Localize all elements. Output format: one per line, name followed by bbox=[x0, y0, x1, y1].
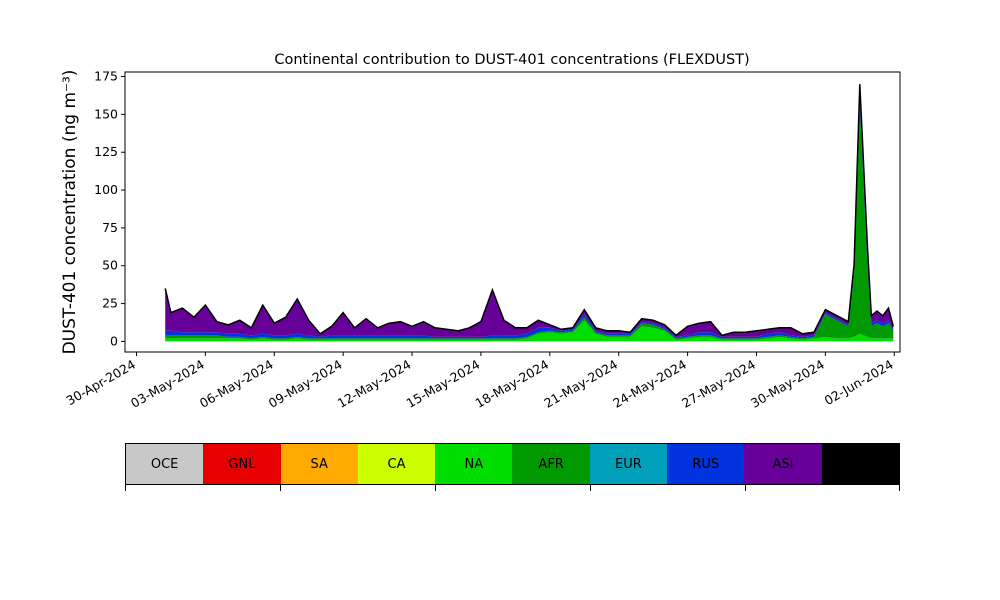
y-tick-label: 175 bbox=[94, 69, 118, 84]
legend-cell-rus: RUS bbox=[667, 444, 745, 484]
total-line bbox=[164, 84, 895, 337]
legend-cell-na: NA bbox=[435, 444, 513, 484]
y-tick-label: 125 bbox=[94, 144, 118, 159]
x-tick-label: 02-Jun-2024 bbox=[822, 357, 896, 408]
legend-cell-asi: ASI bbox=[744, 444, 822, 484]
y-tick-label: 0 bbox=[110, 333, 118, 348]
chart: Continental contribution to DUST-401 con… bbox=[60, 52, 901, 411]
colorbar-tick bbox=[590, 485, 591, 491]
legend-cell-oce: OCE bbox=[126, 444, 204, 484]
x-tick-label: 09-May-2024 bbox=[266, 357, 345, 411]
colorbar-tick bbox=[745, 485, 746, 491]
legend-cell-ca: CA bbox=[357, 444, 436, 484]
x-tick-label: 21-May-2024 bbox=[541, 357, 620, 411]
chart-title: Continental contribution to DUST-401 con… bbox=[274, 52, 749, 68]
x-tick-label: 27-May-2024 bbox=[679, 357, 758, 411]
x-tick-label: 15-May-2024 bbox=[404, 357, 483, 411]
y-tick-label: 100 bbox=[94, 182, 118, 197]
x-tick-label: 06-May-2024 bbox=[197, 357, 276, 411]
colorbar-ticks bbox=[125, 485, 900, 493]
y-tick-label: 50 bbox=[102, 258, 118, 273]
y-axis: 0 25 50 75 100 125 150 175 bbox=[94, 69, 125, 348]
colorbar-tick bbox=[280, 485, 281, 491]
colorbar-tick bbox=[899, 485, 900, 491]
legend-cell-eur: EUR bbox=[589, 444, 668, 484]
x-tick-label: 03-May-2024 bbox=[128, 357, 207, 411]
x-tick-label: 12-May-2024 bbox=[335, 357, 414, 411]
area-series-na bbox=[165, 320, 894, 342]
y-tick-label: 75 bbox=[102, 220, 118, 235]
plot-frame bbox=[124, 71, 901, 353]
area-series-asi bbox=[165, 84, 894, 337]
y-tick-label: 25 bbox=[102, 296, 118, 311]
colorbar-tick bbox=[125, 485, 126, 491]
legend-cell-sa: SA bbox=[280, 444, 358, 484]
x-axis: 30-Apr-202403-May-202406-May-202409-May-… bbox=[64, 352, 896, 411]
legend-cell-gnl: GNL bbox=[203, 444, 281, 484]
colorbar-legend: OCE GNL SA CA NA AFR EUR RUS ASI AUS bbox=[125, 443, 900, 485]
area-series-rus bbox=[165, 99, 894, 339]
x-tick-label: 30-May-2024 bbox=[748, 357, 827, 411]
colorbar-tick bbox=[435, 485, 436, 491]
y-axis-label: DUST-401 concentration (ng m⁻³) bbox=[60, 70, 80, 355]
area-series-afr bbox=[165, 106, 894, 340]
x-tick-label: 30-Apr-2024 bbox=[64, 357, 138, 409]
plot-area bbox=[164, 84, 895, 342]
legend-cell-aus: AUS bbox=[821, 444, 899, 484]
x-tick-label: 24-May-2024 bbox=[610, 357, 689, 411]
x-tick-label: 18-May-2024 bbox=[472, 357, 551, 411]
y-tick-label: 150 bbox=[94, 106, 118, 121]
legend-cell-afr: AFR bbox=[512, 444, 590, 484]
